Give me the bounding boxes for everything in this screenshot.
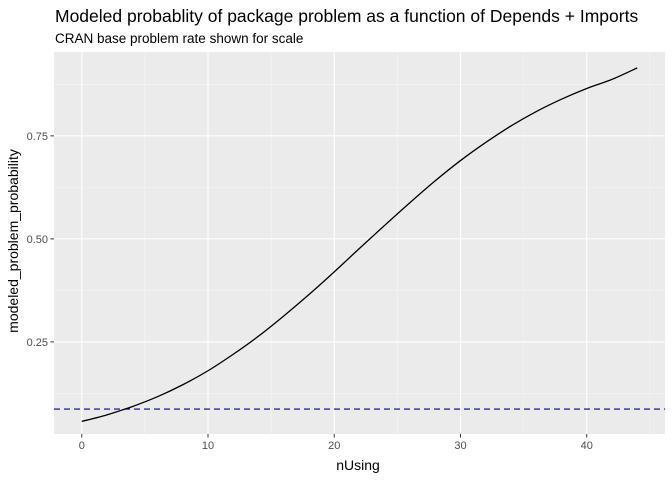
y-tick-label: 0.75 <box>27 131 48 143</box>
x-axis-title: nUsing <box>336 457 380 473</box>
y-tick-label: 0.25 <box>27 337 48 349</box>
x-tick-label: 30 <box>454 440 466 452</box>
probability-curve <box>81 67 638 423</box>
x-tick-label: 0 <box>79 440 85 452</box>
y-axis-title: modeled_problem_probability <box>5 149 21 333</box>
x-tick-label: 40 <box>581 440 593 452</box>
x-tick-label: 20 <box>328 440 340 452</box>
chart-subtitle: CRAN base problem rate shown for scale <box>55 31 303 46</box>
y-axis-ticks: 0.25 0.50 0.75 <box>27 131 54 349</box>
grid-minor <box>54 52 665 434</box>
x-tick-label: 10 <box>202 440 214 452</box>
plot-panel <box>54 52 665 434</box>
chart-title: Modeled probablity of package problem as… <box>55 6 638 26</box>
y-tick-label: 0.50 <box>27 234 48 246</box>
grid-major <box>54 52 665 434</box>
x-axis-ticks: 0 10 20 30 40 <box>79 434 593 452</box>
